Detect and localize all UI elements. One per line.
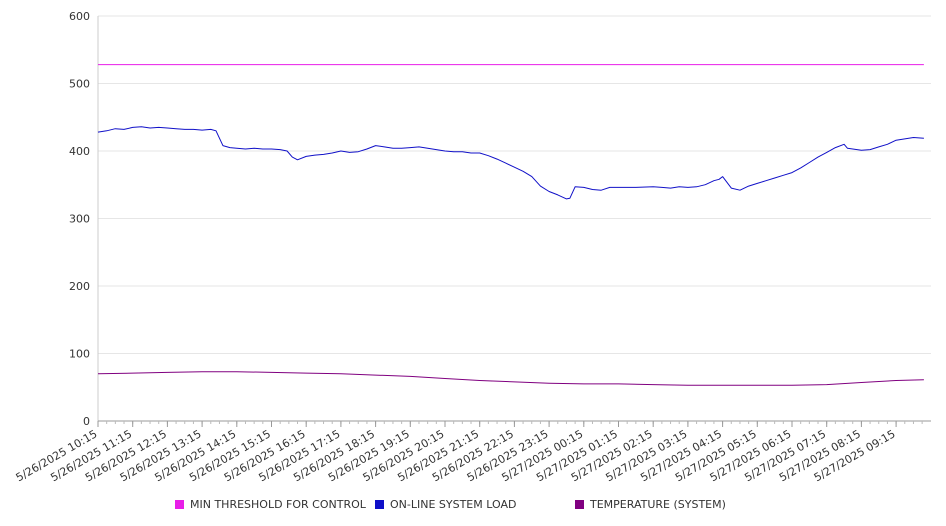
y-tick-label: 300 [69,213,90,226]
system-load-line [97,126,924,200]
axes [97,16,931,427]
series-lines [97,64,924,386]
y-tick-label: 600 [69,10,90,23]
legend-label-min-threshold: MIN THRESHOLD FOR CONTROL [190,498,366,511]
y-tick-label: 400 [69,145,90,158]
legend: MIN THRESHOLD FOR CONTROL ON-LINE SYSTEM… [0,498,946,514]
x-tick-labels: 5/26/2025 10:155/26/2025 11:155/26/2025 … [14,427,898,484]
legend-item-temperature: TEMPERATURE (SYSTEM) [575,498,726,512]
y-tick-label: 200 [69,280,90,293]
legend-item-min-threshold: MIN THRESHOLD FOR CONTROL [175,498,366,512]
y-tick-label: 500 [69,78,90,91]
y-tick-label: 0 [83,415,90,428]
legend-label-system-load: ON-LINE SYSTEM LOAD [390,498,517,511]
legend-item-system-load: ON-LINE SYSTEM LOAD [375,498,516,512]
legend-swatch-system-load [375,500,384,509]
legend-swatch-temperature [575,500,584,509]
legend-swatch-min-threshold [175,500,184,509]
y-tick-labels: 0 100 200 300 400 500 600 [69,10,90,428]
legend-label-temperature: TEMPERATURE (SYSTEM) [590,498,726,511]
y-tick-label: 100 [69,348,90,361]
temperature-line [97,371,924,386]
grid-lines [98,15,931,354]
